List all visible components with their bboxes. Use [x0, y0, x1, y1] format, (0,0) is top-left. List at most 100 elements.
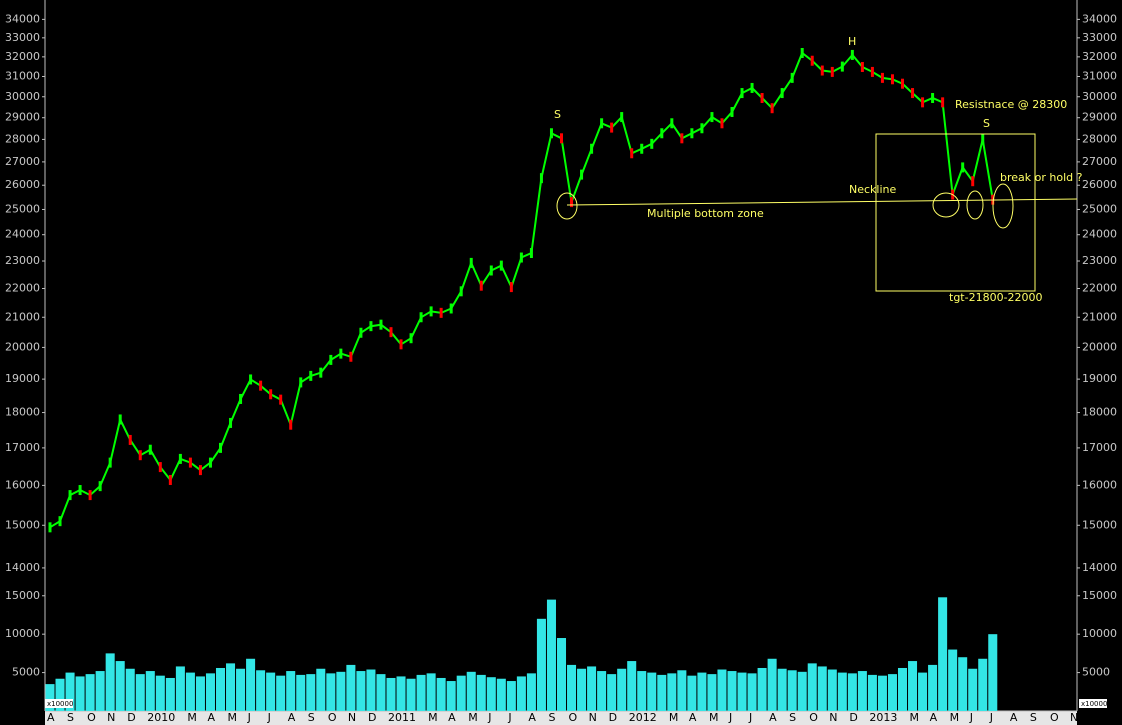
x-tick-label: A [207, 711, 215, 724]
price-bar [489, 265, 493, 276]
neckline [566, 198, 1078, 206]
price-bar [279, 394, 283, 405]
x-tick-label: N [1070, 711, 1078, 724]
volume-tick-label: 15000 [1082, 589, 1117, 602]
volume-bar [105, 653, 115, 711]
bottom-circle [932, 192, 960, 218]
bottom-circle [966, 190, 984, 220]
price-bar [148, 444, 152, 455]
volume-tick-label: 10000 [5, 627, 40, 640]
volume-bar [717, 669, 727, 711]
x-tick-label: N [829, 711, 837, 724]
price-bar [58, 516, 62, 527]
volume-bar [95, 671, 105, 711]
annotation: Resistnace @ 28300 [955, 98, 1067, 111]
price-bar [339, 348, 343, 359]
x-tick-label: D [849, 711, 857, 724]
price-bar [610, 122, 614, 133]
y-tick-label: 16000 [5, 478, 40, 491]
price-bar [178, 453, 182, 464]
x-tick-label: S [1030, 711, 1037, 724]
price-bar [860, 61, 864, 72]
volume-bar [346, 664, 356, 711]
volume-bar [747, 673, 757, 711]
volume-bar [175, 666, 185, 711]
y-tick-label: 16000 [1082, 478, 1117, 491]
x-tick-label: N [107, 711, 115, 724]
x-tick-label: M [187, 711, 197, 724]
volume-bar [266, 672, 276, 711]
volume-bar [476, 674, 486, 711]
unit-box [45, 699, 73, 708]
volume-bar [195, 676, 205, 711]
volume-bar [466, 671, 476, 711]
price-bar [760, 92, 764, 103]
volume-bar [958, 657, 968, 711]
y-tick-label: 26000 [1082, 178, 1117, 191]
price-bar [419, 312, 423, 323]
x-tick-label: A [1010, 711, 1018, 724]
volume-bar [125, 668, 135, 711]
price-bar [539, 173, 543, 184]
price-bar [259, 380, 263, 391]
price-bar [439, 307, 443, 318]
price-bar [299, 377, 303, 388]
price-bar [219, 442, 222, 453]
volume-bar [185, 672, 195, 711]
price-bar [820, 65, 824, 76]
volume-bar [797, 671, 807, 711]
price-bar [399, 339, 403, 350]
y-tick-label: 20000 [5, 340, 40, 353]
price-bar [700, 123, 704, 134]
x-tick-label: M [709, 711, 719, 724]
price-bar [379, 319, 383, 330]
volume-bar [426, 673, 436, 711]
volume-bar [988, 634, 998, 711]
price-bar [239, 393, 243, 404]
price-bar [670, 118, 674, 129]
volume-bar [637, 671, 647, 711]
x-tick-label: J [267, 711, 271, 724]
volume-bar [647, 672, 657, 711]
annotation: H [848, 35, 856, 48]
annotation: break or hold ? [1000, 171, 1083, 184]
x-tick-label: 2010 [147, 711, 175, 724]
price-bar [911, 88, 915, 99]
unit-box [1079, 699, 1107, 708]
y-tick-label: 27000 [5, 155, 40, 168]
volume-tick-label: 5000 [12, 666, 40, 679]
x-tick-label: A [689, 711, 697, 724]
price-bar [449, 303, 453, 314]
price-bar [469, 257, 473, 268]
y-tick-label: 29000 [1082, 111, 1117, 124]
volume-bar [897, 667, 908, 711]
x-tick-label: D [127, 711, 135, 724]
x-tick-label: M [228, 711, 238, 724]
volume-bar [567, 664, 577, 711]
price-bar [269, 389, 273, 400]
x-tick-label: A [288, 711, 296, 724]
volume-bar [737, 672, 747, 711]
volume-bar [115, 661, 125, 711]
x-tick-label: M [428, 711, 438, 724]
x-tick-label: 2013 [869, 711, 897, 724]
volume-bar [617, 668, 627, 711]
price-bar [289, 419, 293, 430]
y-tick-label: 33000 [1082, 31, 1117, 44]
annotation: S [983, 117, 990, 130]
volume-bar [446, 681, 456, 711]
volume-bar [767, 658, 777, 711]
y-tick-label: 31000 [5, 69, 40, 82]
volume-bar [436, 677, 446, 711]
y-tick-label: 21000 [5, 310, 40, 323]
price-bar [359, 327, 363, 338]
x-tick-label: S [789, 711, 796, 724]
price-bar [620, 112, 624, 123]
x-tick-label: J [507, 711, 511, 724]
price-bar [600, 118, 604, 129]
price-bar [901, 78, 904, 89]
x-tick-label: O [1050, 711, 1059, 724]
volume-bar [336, 671, 346, 711]
volume-bar [366, 669, 376, 711]
y-tick-label: 19000 [5, 372, 40, 385]
